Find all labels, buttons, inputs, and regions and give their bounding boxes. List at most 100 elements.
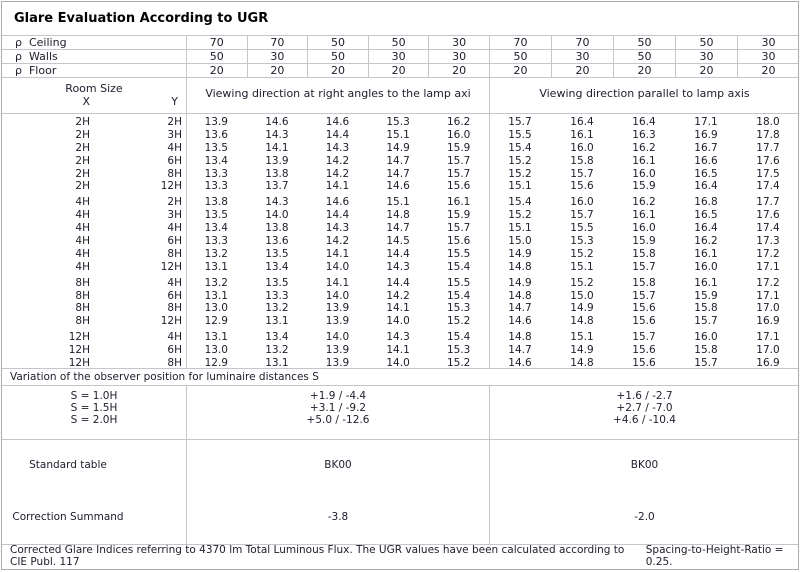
ugr-row-group: 8H 4H 13.2 13.5 14.1 14.4 15.5 14.9 15.2 15.8 16.1…	[2, 277, 798, 329]
ugr-value: 13.5	[265, 247, 289, 260]
ugr-value: 13.9	[325, 344, 350, 357]
ugr-value: 15.8	[694, 344, 718, 357]
ugr-value: 17.8	[756, 128, 780, 141]
ugr-value: 13.2	[265, 302, 289, 315]
ugr-value: 17.7	[756, 196, 780, 209]
room-size-y: 6H	[167, 154, 182, 167]
room-size-x: 4H	[75, 247, 90, 260]
ugr-value: 15.6	[446, 180, 471, 193]
room-size-y: 2H	[167, 196, 182, 209]
ugr-value: 15.6	[632, 357, 656, 370]
room-size-y: 3H	[167, 209, 182, 222]
ugr-value: 16.9	[756, 315, 780, 328]
reflectance-value: 50	[612, 36, 675, 49]
ugr-value: 13.1	[265, 315, 289, 328]
standard-table-right-value: BK00	[489, 440, 798, 490]
ugr-value: 15.1	[570, 331, 594, 344]
header-viewing-right-angles: Viewing direction at right angles to the…	[186, 78, 489, 113]
reflectance-value: 70	[186, 36, 247, 49]
ugr-value: 18.0	[756, 116, 780, 128]
ugr-value: 17.1	[756, 289, 780, 302]
room-size-x: 4H	[75, 196, 90, 209]
ugr-row: 4H 8H 13.2 13.5 14.1 14.4 15.5 14.9 15.2 15.8 16.1…	[2, 248, 798, 261]
ugr-value: 15.4	[508, 196, 532, 209]
y-axis-label: Y	[171, 95, 178, 108]
ugr-value: 14.7	[508, 344, 532, 357]
ugr-value: 14.1	[325, 276, 350, 289]
ugr-value: 15.8	[632, 276, 656, 289]
standard-table-label: Standard table	[29, 459, 107, 471]
ugr-value: 14.1	[386, 344, 410, 357]
ugr-value: 14.7	[386, 222, 410, 235]
ugr-row: 4H 12H 13.1 13.4 14.0 14.3 15.4 14.8 15.1 15.7 16.…	[2, 261, 798, 274]
ugr-value: 13.2	[204, 247, 228, 260]
ugr-value: 14.8	[508, 289, 532, 302]
s-variation-value: +1.9 / -4.4	[309, 390, 367, 402]
ugr-value: 15.2	[508, 154, 532, 167]
ugr-value: 16.1	[446, 196, 471, 209]
ugr-value: 14.1	[325, 247, 350, 260]
ugr-table-body: 2H 2H 13.9 14.6 14.6 15.3 16.2 15.7 16.4 16.4 17.1…	[2, 114, 798, 370]
ugr-value: 13.4	[265, 260, 289, 273]
ugr-value: 16.2	[632, 196, 656, 209]
ugr-value: 15.9	[446, 141, 471, 154]
room-size-y: 8H	[167, 302, 182, 315]
reflectance-value: 50	[367, 36, 429, 49]
ugr-value: 16.9	[694, 128, 718, 141]
room-size-y: 6H	[167, 344, 182, 357]
ugr-value: 17.1	[694, 116, 718, 128]
ugr-value: 17.1	[756, 331, 780, 344]
ugr-value: 17.1	[756, 260, 780, 273]
ugr-value: 14.2	[386, 289, 410, 302]
room-size-y: 12H	[160, 180, 182, 193]
ugr-value: 16.1	[632, 209, 656, 222]
ugr-value: 15.1	[386, 128, 410, 141]
ugr-value: 17.0	[756, 302, 780, 315]
standard-table-left-value: BK00	[186, 440, 489, 490]
footer-note: Corrected Glare Indices referring to 437…	[2, 544, 798, 568]
ugr-value: 16.5	[694, 167, 718, 180]
ugr-value: 14.6	[265, 116, 289, 128]
ugr-value: 13.1	[204, 260, 228, 273]
ugr-value: 16.4	[632, 116, 656, 128]
ugr-value: 16.0	[570, 141, 594, 154]
ugr-value: 14.0	[265, 209, 289, 222]
ugr-row: 4H 4H 13.4 13.8 14.3 14.7 15.7 15.1 15.5 16.0 16.4…	[2, 222, 798, 235]
ugr-value: 13.1	[265, 357, 289, 370]
ugr-row: 12H 4H 13.1 13.4 14.0 14.3 15.4 14.8 15.1 15.7 16.…	[2, 331, 798, 344]
ugr-value: 14.4	[386, 276, 410, 289]
reflectance-value: 70	[246, 36, 308, 49]
ugr-value: 15.7	[446, 222, 471, 235]
reflectance-value: 20	[550, 64, 613, 77]
ugr-value: 15.9	[632, 235, 656, 248]
s-variation-value: +1.6 / -2.7	[616, 390, 673, 402]
ugr-value: 14.8	[508, 260, 532, 273]
ugr-row: 2H 3H 13.6 14.3 14.4 15.1 16.0 15.5 16.1 16.3 16.9…	[2, 129, 798, 142]
room-size-y: 4H	[167, 276, 182, 289]
reflectance-value: 50	[186, 50, 247, 63]
ugr-value: 16.0	[446, 128, 471, 141]
ugr-value: 14.4	[386, 247, 410, 260]
ugr-row: 4H 2H 13.8 14.3 14.6 15.1 16.1 15.4 16.0 16.2 16.8…	[2, 196, 798, 209]
ugr-value: 13.8	[204, 196, 228, 209]
ugr-value: 16.4	[570, 116, 594, 128]
reflectance-row-label: ρ Floor	[2, 64, 186, 77]
reflectance-value: 20	[428, 64, 489, 77]
ugr-value: 14.6	[508, 315, 532, 328]
ugr-value: 17.0	[756, 344, 780, 357]
room-size-y: 8H	[167, 247, 182, 260]
ugr-value: 15.2	[570, 276, 594, 289]
reflectance-value: 50	[612, 50, 675, 63]
ugr-value: 14.1	[386, 302, 410, 315]
room-size-y: 2H	[167, 116, 182, 128]
ugr-value: 14.5	[386, 235, 410, 248]
ugr-value: 15.9	[446, 209, 471, 222]
ugr-value: 15.9	[694, 289, 718, 302]
ugr-value: 15.5	[570, 222, 594, 235]
ugr-value: 15.4	[446, 331, 471, 344]
footer-note-text: Corrected Glare Indices referring to 437…	[10, 544, 625, 568]
ugr-value: 15.6	[632, 315, 656, 328]
room-size-y: 8H	[167, 167, 182, 180]
reflectance-surface-name: Ceiling	[28, 36, 67, 49]
correction-summand-left-value: -3.8	[186, 490, 489, 544]
